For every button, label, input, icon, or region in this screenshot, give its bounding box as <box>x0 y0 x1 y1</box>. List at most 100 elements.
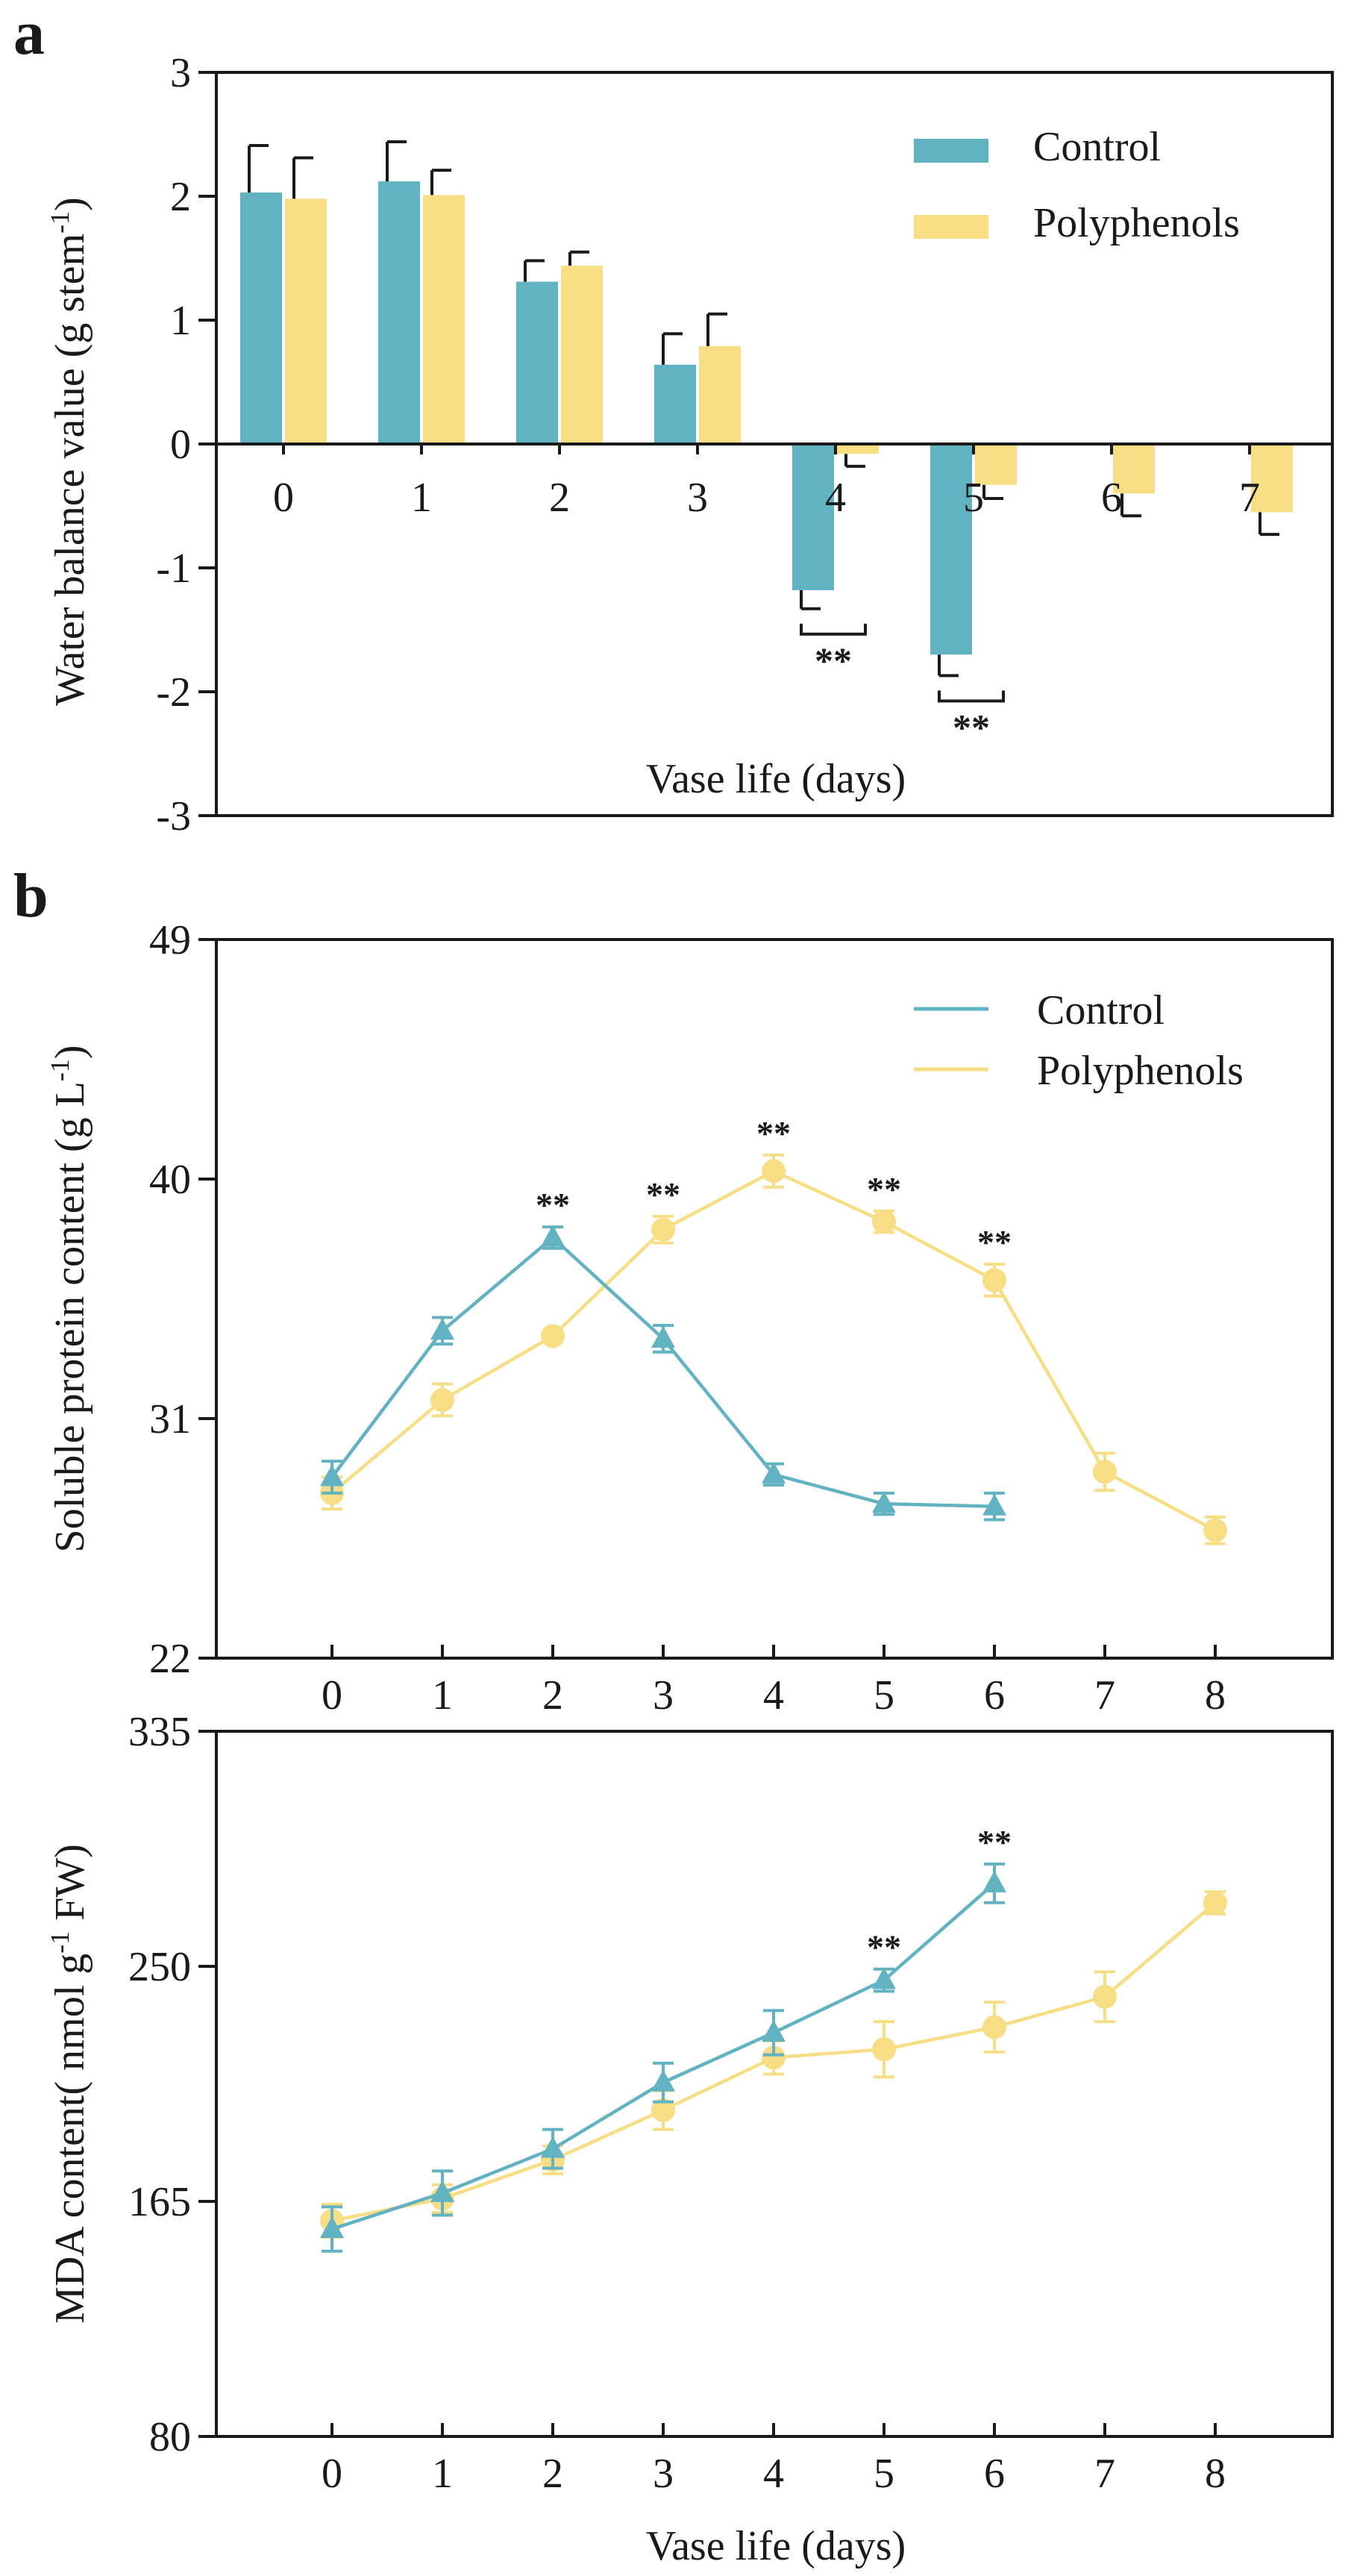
y-tick-label: -1 <box>156 545 191 592</box>
significance-label: ** <box>867 1928 901 1966</box>
panel-label-a: a <box>13 0 45 68</box>
x-tick-label: 2 <box>542 1672 563 1719</box>
panel-label-b: b <box>13 861 48 931</box>
y-tick-label: 3 <box>170 50 191 96</box>
y-tick-label: 40 <box>149 1157 191 1203</box>
x-tick-label: 6 <box>984 1672 1005 1719</box>
water-balance-x-axis-label: Vase life (days) <box>646 756 906 802</box>
data-point-control-day-2 <box>541 1225 565 1247</box>
data-point-control-day-2 <box>541 2136 565 2158</box>
data-point-polyphenols-day-5 <box>872 1210 896 1234</box>
x-tick-label: 6 <box>984 2451 1005 2497</box>
bar-polyphenols-day-7 <box>1251 444 1293 513</box>
y-tick-label: 31 <box>149 1396 191 1442</box>
data-point-control-day-4 <box>762 1461 786 1484</box>
y-tick-label: -3 <box>156 793 191 840</box>
x-tick-label: 6 <box>1101 475 1122 521</box>
water-balance-legend: Control Polyphenols <box>914 124 1240 246</box>
y-tick-label: 22 <box>149 1636 191 1682</box>
soluble-protein-chart: b 22 31 40 49 0 1 2 3 4 5 6 7 8 ** ** ** ** ** Soluble pr… <box>13 861 1334 1719</box>
data-point-control-day-3 <box>651 2069 675 2092</box>
significance-label: ** <box>977 1223 1012 1261</box>
bar-polyphenols-day-5 <box>975 444 1017 485</box>
x-tick-label: 0 <box>273 475 294 521</box>
x-tick-label: 3 <box>653 2451 674 2497</box>
data-point-control-day-4 <box>762 2019 786 2042</box>
y-tick-label: 0 <box>170 422 191 468</box>
data-point-control-day-0 <box>320 1464 344 1486</box>
x-tick-label: 7 <box>1094 2451 1115 2497</box>
data-point-polyphenols-day-8 <box>1203 1518 1227 1542</box>
bar-control-day-1 <box>378 181 420 444</box>
data-point-control-day-6 <box>982 1870 1006 1892</box>
data-point-polyphenols-day-1 <box>430 1388 454 1413</box>
data-point-polyphenols-day-3 <box>651 2098 675 2122</box>
bar-polyphenols-day-4 <box>837 444 879 454</box>
y-tick-label: 2 <box>170 174 191 220</box>
legend-swatch-polyphenols <box>914 215 988 239</box>
x-tick-label: 5 <box>874 2451 894 2497</box>
bar-control-day-0 <box>240 193 282 444</box>
data-point-polyphenols-day-5 <box>872 2037 896 2062</box>
water-balance-chart: a -3 -2 -1 0 1 2 3 0 1 2 3 4 5 6 7 ** ** Water balance v… <box>13 0 1334 840</box>
water-balance-y-axis-label: Water balance value (g stem-1) <box>45 197 93 706</box>
x-tick-label: 7 <box>1239 475 1260 521</box>
y-tick-label: 335 <box>128 1709 191 1755</box>
x-tick-label: 1 <box>432 1672 453 1719</box>
significance-label: ** <box>977 1823 1012 1861</box>
data-point-polyphenols-day-7 <box>1093 1460 1117 1484</box>
x-tick-label: 8 <box>1205 1672 1226 1719</box>
data-point-polyphenols-day-6 <box>982 2015 1006 2039</box>
bar-control-day-4 <box>792 444 834 590</box>
x-tick-label: 2 <box>549 475 570 521</box>
x-tick-label: 7 <box>1094 1672 1115 1719</box>
bar-polyphenols-day-3 <box>699 346 741 444</box>
legend-label-control: Control <box>1033 124 1161 170</box>
x-tick-label: 4 <box>763 1672 784 1719</box>
y-tick-label: -2 <box>156 669 191 716</box>
significance-label: ** <box>815 640 852 681</box>
x-tick-label: 8 <box>1205 2451 1226 2497</box>
legend-swatch-control <box>914 139 988 163</box>
bar-polyphenols-day-2 <box>561 265 603 444</box>
x-tick-label: 3 <box>687 475 708 521</box>
soluble-protein-legend: Control Polyphenols <box>914 987 1244 1094</box>
data-point-control-day-3 <box>651 1326 675 1348</box>
y-tick-label: 1 <box>170 298 191 344</box>
significance-bracket <box>800 623 867 636</box>
bar-polyphenols-day-6 <box>1113 444 1155 494</box>
x-tick-label: 1 <box>432 2451 453 2497</box>
data-point-control-day-6 <box>982 1493 1006 1516</box>
significance-label: ** <box>536 1186 570 1224</box>
significance-label: ** <box>756 1114 791 1152</box>
x-tick-label: 1 <box>411 475 432 521</box>
data-point-control-day-5 <box>872 1967 896 1989</box>
x-tick-label: 3 <box>653 1672 674 1719</box>
mda-content-chart: 80 165 250 335 0 1 2 3 4 5 6 7 8 ** ** MDA content( nm… <box>45 1709 1334 2569</box>
mda-content-x-axis-label: Vase life (days) <box>646 2523 906 2569</box>
data-point-polyphenols-day-8 <box>1203 1890 1227 1915</box>
bar-control-day-3 <box>654 364 696 444</box>
y-tick-label: 80 <box>149 2414 191 2460</box>
data-point-control-day-1 <box>430 2180 454 2202</box>
y-tick-label: 250 <box>128 1944 191 1990</box>
x-tick-label: 5 <box>963 475 984 521</box>
data-point-polyphenols-day-4 <box>762 1159 786 1184</box>
data-point-polyphenols-day-7 <box>1093 1984 1117 2009</box>
data-point-polyphenols-day-4 <box>762 2045 786 2070</box>
x-tick-label: 2 <box>542 2451 563 2497</box>
data-point-polyphenols-day-6 <box>982 1268 1006 1292</box>
x-tick-label: 4 <box>763 2451 784 2497</box>
x-tick-label: 0 <box>322 2451 342 2497</box>
x-tick-label: 0 <box>322 1672 342 1719</box>
significance-label: ** <box>953 706 990 748</box>
data-point-polyphenols-day-3 <box>651 1217 675 1242</box>
data-point-control-day-5 <box>872 1491 896 1513</box>
bar-control-day-2 <box>516 281 558 444</box>
data-point-polyphenols-day-2 <box>541 1324 565 1348</box>
x-tick-label: 4 <box>825 475 846 521</box>
bar-polyphenols-day-0 <box>285 198 327 444</box>
significance-label: ** <box>646 1175 680 1213</box>
y-tick-label: 49 <box>149 917 191 963</box>
